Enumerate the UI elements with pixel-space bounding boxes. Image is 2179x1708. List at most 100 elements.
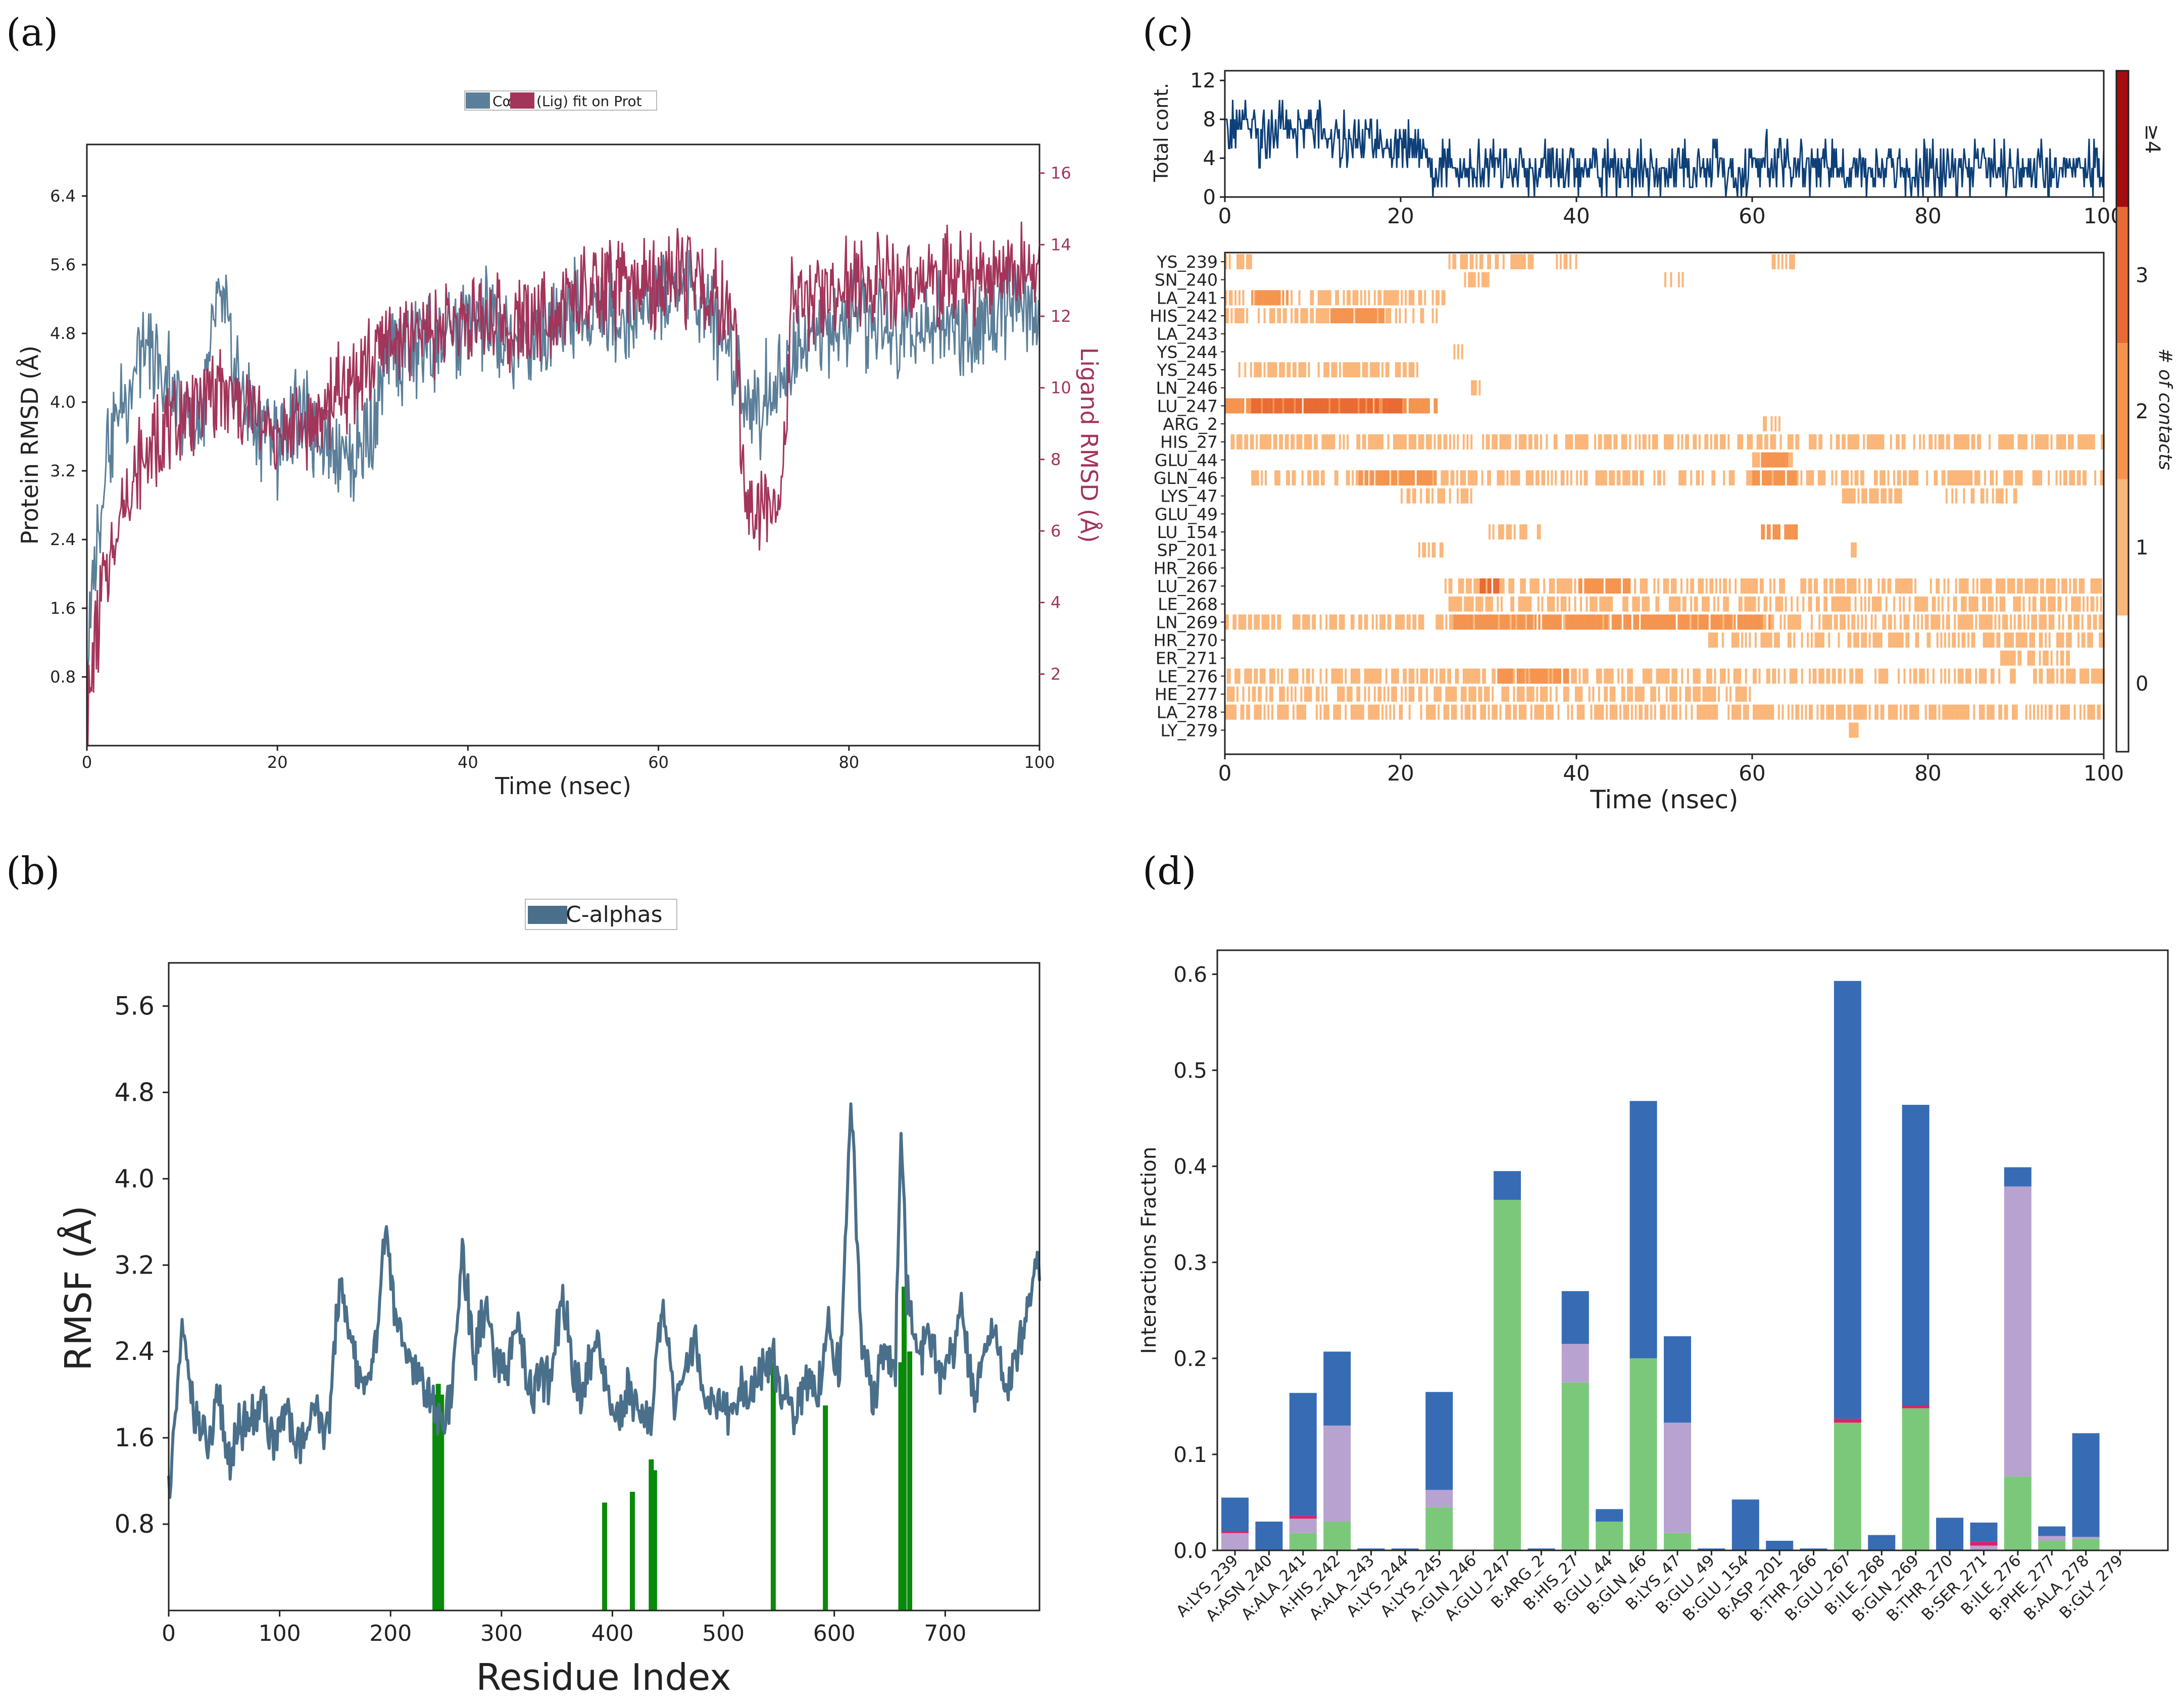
c-contact-mark	[1760, 704, 1763, 720]
c-contact-mark	[1251, 398, 1254, 414]
c-row-label: YS_244	[1156, 342, 1218, 362]
c-contact-mark	[1425, 488, 1428, 504]
c-contact-mark	[1983, 704, 1985, 720]
c-contact-mark	[1276, 470, 1278, 485]
c-contact-mark	[1327, 308, 1329, 323]
c-contact-mark	[1254, 687, 1256, 702]
c-contact-mark	[2031, 650, 2034, 666]
c-contact-mark	[1574, 687, 1577, 702]
c-contact-mark	[1783, 470, 1786, 485]
c-contact-mark	[1994, 614, 1997, 630]
c-contact-mark	[1874, 668, 1877, 684]
c-contact-mark	[1246, 704, 1249, 720]
c-contact-mark	[1948, 614, 1950, 630]
c-contact-mark	[1932, 596, 1934, 612]
c-contact-mark	[1973, 632, 1975, 648]
c-contact-mark	[1420, 614, 1422, 630]
c-contact-mark	[1698, 470, 1700, 485]
c-contact-mark	[2021, 632, 2024, 648]
c-contact-mark	[1385, 290, 1388, 306]
c-contact-mark	[1690, 596, 1693, 612]
c-contact-mark	[1322, 470, 1325, 485]
c-contact-mark	[1801, 668, 1803, 684]
c-contact-mark	[1766, 704, 1768, 720]
c-contact-mark	[1828, 704, 1830, 720]
c-contact-mark	[1972, 578, 1974, 594]
c-contact-mark	[1354, 290, 1357, 306]
c-contact-mark	[1390, 398, 1393, 414]
c-contact-mark	[1225, 308, 1227, 323]
c-contact-mark	[1821, 470, 1824, 485]
c-contact-mark	[1447, 687, 1450, 702]
c-contact-mark	[1760, 578, 1762, 594]
c-contact-mark	[1568, 596, 1570, 612]
c-contact-mark	[1387, 308, 1390, 323]
d-bar-segment	[1834, 981, 1861, 1419]
c-contact-mark	[1281, 362, 1283, 377]
c-contact-mark	[1905, 632, 1908, 648]
c-contact-mark	[1230, 434, 1233, 450]
c-contact-mark	[1381, 434, 1384, 450]
c-contact-mark	[1310, 290, 1312, 306]
c-contact-mark	[1765, 596, 1768, 612]
c-contact-mark	[1636, 596, 1638, 612]
c-contact-mark	[2019, 650, 2022, 666]
c-contact-mark	[1265, 290, 1267, 306]
c-contact-mark	[1416, 668, 1418, 684]
c-contact-mark	[1773, 578, 1775, 594]
d-bar-segment	[1664, 1533, 1691, 1550]
c-contact-mark	[1322, 398, 1325, 414]
c-contact-mark	[1656, 434, 1658, 450]
c-contact-mark	[1720, 434, 1722, 450]
c-contact-mark	[1566, 470, 1569, 485]
c-contact-mark	[1612, 614, 1614, 630]
c-contact-mark	[1469, 578, 1472, 594]
c-contact-mark	[1917, 632, 1919, 648]
c-contact-mark	[1547, 470, 1549, 485]
c-contact-mark	[1899, 470, 1901, 485]
c-contact-mark	[1637, 614, 1640, 630]
c-contact-mark	[1622, 578, 1625, 594]
b-x-tick-label: 400	[591, 1621, 633, 1646]
c-contact-mark	[1401, 687, 1403, 702]
c-contact-mark	[1838, 434, 1840, 450]
c-contact-mark	[1478, 614, 1481, 630]
c-contact-mark	[1957, 668, 1960, 684]
c-contact-mark	[2031, 632, 2034, 648]
c-contact-mark	[1373, 362, 1376, 377]
c-contact-mark	[2046, 434, 2049, 450]
c-contact-mark	[1460, 596, 1462, 612]
c-contact-mark	[1557, 704, 1560, 720]
c-contact-mark	[2068, 614, 2070, 630]
c-contact-mark	[2075, 614, 2078, 630]
c-contact-mark	[1820, 632, 1822, 648]
c-contact-mark	[1731, 632, 1734, 648]
c-contact-mark	[1776, 524, 1778, 540]
c-contact-mark	[1527, 254, 1530, 269]
c-contact-mark	[2085, 434, 2088, 450]
c-contact-mark	[1988, 596, 1990, 612]
c-contact-mark	[1609, 687, 1612, 702]
d-bar-segment	[1289, 1516, 1317, 1519]
c-contact-mark	[1521, 524, 1524, 540]
c-contact-mark	[1321, 308, 1324, 323]
c-contact-mark	[1501, 470, 1503, 485]
c-contact-mark	[1940, 668, 1943, 684]
c-contact-mark	[1793, 668, 1796, 684]
c-contact-mark	[1263, 290, 1265, 306]
c-contact-mark	[1558, 578, 1561, 594]
c-contact-mark	[1990, 470, 1992, 485]
c-contact-mark	[1275, 362, 1277, 377]
c-contact-mark	[1412, 687, 1415, 702]
c-contact-mark	[1749, 434, 1751, 450]
c-contact-mark	[1484, 614, 1487, 630]
c-contact-mark	[1298, 614, 1301, 630]
c-contact-mark	[1291, 668, 1293, 684]
c-contact-mark	[1433, 687, 1436, 702]
b-y-tick-label: 4.0	[114, 1164, 155, 1193]
c-contact-mark	[1226, 668, 1229, 684]
c-contact-mark	[1502, 470, 1505, 485]
c-contact-mark	[1591, 596, 1594, 612]
c-contact-mark	[1341, 614, 1343, 630]
c-contact-mark	[1985, 614, 1987, 630]
